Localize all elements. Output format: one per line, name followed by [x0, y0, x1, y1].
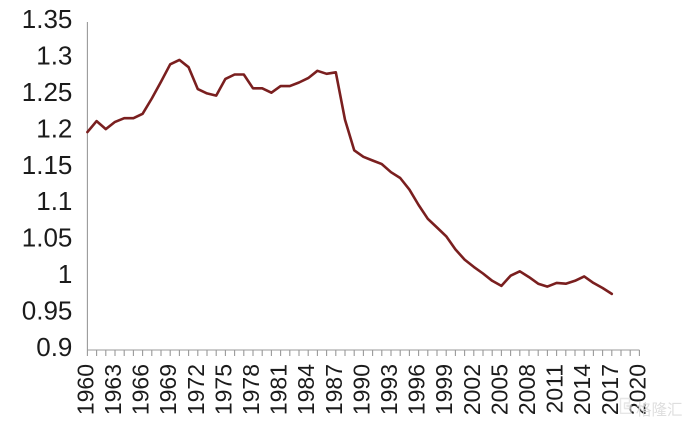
svg-text:1993: 1993	[376, 364, 402, 415]
svg-text:1.05: 1.05	[22, 223, 73, 253]
svg-text:1963: 1963	[100, 364, 126, 415]
svg-text:1975: 1975	[210, 364, 236, 415]
svg-text:格隆汇: 格隆汇	[636, 401, 683, 419]
svg-text:1996: 1996	[404, 364, 430, 415]
svg-text:2002: 2002	[459, 364, 485, 415]
svg-text:2011: 2011	[542, 364, 568, 413]
svg-text:1987: 1987	[321, 364, 347, 415]
svg-text:1.1: 1.1	[36, 186, 72, 216]
svg-text:1969: 1969	[155, 364, 181, 415]
svg-text:1.35: 1.35	[22, 4, 73, 34]
svg-text:1981: 1981	[266, 364, 292, 415]
svg-text:2008: 2008	[514, 364, 540, 415]
svg-text:1.25: 1.25	[22, 77, 73, 107]
svg-text:1.15: 1.15	[22, 150, 73, 180]
svg-text:1990: 1990	[348, 364, 374, 415]
svg-text:1966: 1966	[128, 364, 154, 415]
svg-text:1.2: 1.2	[36, 113, 72, 143]
svg-text:1972: 1972	[183, 364, 209, 415]
svg-text:2005: 2005	[486, 364, 512, 415]
svg-text:1978: 1978	[238, 364, 264, 415]
svg-text:1960: 1960	[72, 364, 98, 415]
svg-text:2014: 2014	[569, 364, 595, 415]
svg-text:2017: 2017	[597, 364, 623, 415]
svg-text:1.3: 1.3	[36, 40, 72, 70]
svg-text:0.9: 0.9	[36, 332, 72, 362]
svg-text:1999: 1999	[431, 364, 457, 415]
svg-text:0.95: 0.95	[22, 296, 73, 326]
svg-text:1: 1	[58, 259, 72, 289]
svg-text:1984: 1984	[293, 364, 319, 415]
